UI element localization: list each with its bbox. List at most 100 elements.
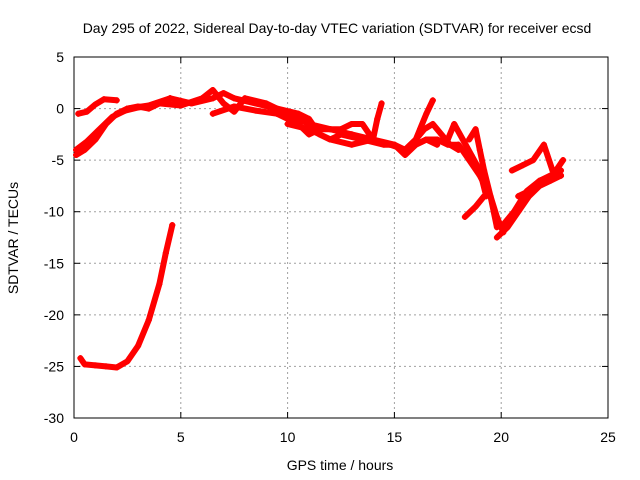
data-point: [220, 100, 227, 107]
data-point: [145, 317, 152, 324]
data-point: [402, 151, 409, 158]
data-point: [536, 177, 543, 184]
data-point: [547, 172, 554, 179]
data-point: [263, 100, 270, 107]
x-tick-label: 15: [387, 429, 403, 445]
data-point: [423, 136, 430, 143]
data-point: [380, 141, 387, 148]
data-point: [560, 157, 567, 164]
data-point: [338, 126, 344, 133]
axis-ticks: 0 5 10 15 20 25 -30 -25 -20 -15 -10 -5 0 5: [44, 49, 616, 445]
data-point: [519, 162, 526, 169]
y-tick-label: -15: [44, 255, 64, 271]
data-point: [472, 203, 479, 210]
data-point: [468, 151, 475, 158]
data-point: [109, 113, 116, 120]
data-point: [305, 126, 312, 133]
data-point: [241, 95, 248, 102]
data-point: [498, 224, 505, 231]
data-point: [96, 126, 103, 133]
y-tick-label: -20: [44, 307, 64, 323]
data-point: [220, 90, 227, 97]
data-point: [209, 87, 216, 94]
data-point: [515, 193, 522, 200]
data-point: [75, 110, 82, 117]
data-point: [481, 193, 488, 200]
plot-frame: [73, 56, 609, 419]
data-point: [81, 146, 88, 153]
y-tick-label: 5: [56, 49, 64, 65]
x-tick-label: 0: [70, 429, 78, 445]
data-point: [455, 141, 462, 148]
data-point: [156, 280, 163, 287]
y-axis-label: SDTVAR / TECUs: [5, 182, 21, 294]
data-point: [359, 136, 366, 143]
data-point: [231, 108, 238, 115]
data-point: [412, 141, 419, 148]
data-point: [459, 136, 466, 143]
data-point: [429, 97, 436, 104]
data-point: [423, 110, 430, 117]
data-point: [135, 342, 142, 349]
data-point: [476, 146, 483, 153]
data-point: [348, 141, 355, 148]
data-point: [167, 95, 174, 102]
data-point: [156, 100, 163, 107]
data-point: [73, 146, 80, 153]
data-point: [100, 96, 107, 103]
data-point: [421, 126, 428, 133]
data-point: [73, 151, 80, 158]
data-point: [124, 105, 131, 112]
data-point: [92, 362, 99, 369]
data-point: [83, 138, 90, 145]
data-series: [73, 87, 567, 371]
data-point: [231, 95, 238, 102]
data-point: [387, 141, 394, 148]
x-axis-label: GPS time / hours: [287, 457, 394, 473]
data-point: [92, 136, 99, 143]
series-pass-11: [444, 121, 490, 200]
data-point: [472, 126, 479, 133]
data-point: [511, 208, 518, 215]
y-tick-label: 0: [56, 101, 64, 117]
data-point: [77, 355, 84, 362]
data-point: [504, 224, 511, 231]
data-point: [252, 107, 259, 114]
data-point: [273, 110, 280, 117]
data-point: [374, 115, 381, 122]
data-point: [493, 234, 500, 241]
data-point: [429, 121, 436, 128]
data-point: [199, 95, 206, 102]
data-point: [487, 193, 494, 200]
data-point: [493, 213, 500, 220]
data-point: [558, 167, 565, 174]
y-tick-label: -30: [44, 410, 64, 426]
x-tick-label: 10: [280, 429, 296, 445]
data-point: [438, 131, 445, 138]
data-point: [209, 110, 216, 117]
data-point: [481, 167, 488, 174]
x-tick-label: 5: [177, 429, 185, 445]
y-tick-label: -25: [44, 358, 64, 374]
data-point: [466, 136, 473, 143]
data-point: [402, 146, 409, 153]
data-point: [162, 249, 169, 256]
data-point: [92, 101, 99, 108]
data-point: [83, 108, 90, 115]
data-point: [103, 363, 110, 370]
data-point: [530, 157, 537, 164]
series-pass-14: [493, 172, 564, 241]
data-point: [113, 364, 120, 371]
data-point: [338, 131, 344, 138]
data-point: [209, 95, 216, 102]
data-point: [444, 136, 451, 143]
data-point: [434, 136, 441, 143]
data-point: [305, 121, 312, 128]
data-point: [359, 121, 366, 128]
x-tick-label: 20: [493, 429, 509, 445]
data-point: [169, 222, 176, 229]
data-point: [177, 102, 184, 109]
data-point: [540, 141, 547, 148]
y-tick-label: -10: [44, 204, 64, 220]
